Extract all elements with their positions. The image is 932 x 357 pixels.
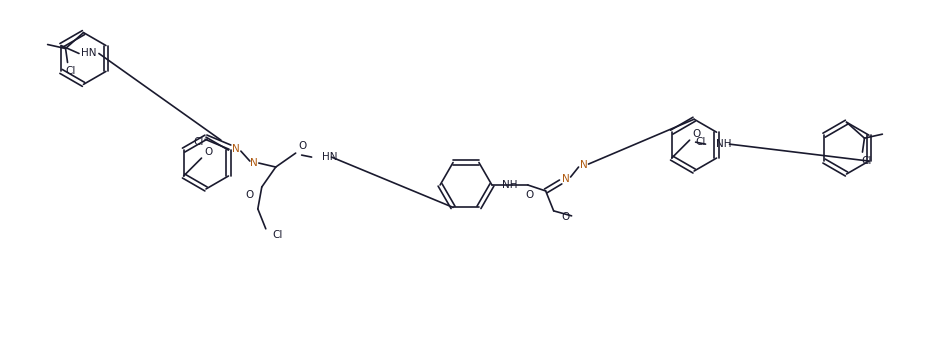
Text: NH: NH (501, 180, 517, 190)
Text: Cl: Cl (65, 66, 75, 76)
Text: Cl: Cl (193, 137, 204, 147)
Text: NH: NH (716, 139, 731, 149)
Text: O: O (246, 190, 254, 200)
Text: HN: HN (322, 152, 337, 162)
Text: O: O (204, 147, 212, 157)
Text: HN: HN (81, 49, 97, 59)
Text: O: O (692, 129, 701, 139)
Text: N: N (580, 160, 587, 170)
Text: Cl: Cl (861, 156, 871, 166)
Text: N: N (250, 158, 258, 168)
Text: N: N (232, 144, 240, 154)
Text: Cl: Cl (272, 230, 283, 240)
Text: N: N (562, 174, 569, 184)
Text: O: O (298, 141, 307, 151)
Text: O: O (561, 212, 569, 222)
Text: Cl: Cl (695, 137, 706, 147)
Text: O: O (526, 190, 534, 200)
